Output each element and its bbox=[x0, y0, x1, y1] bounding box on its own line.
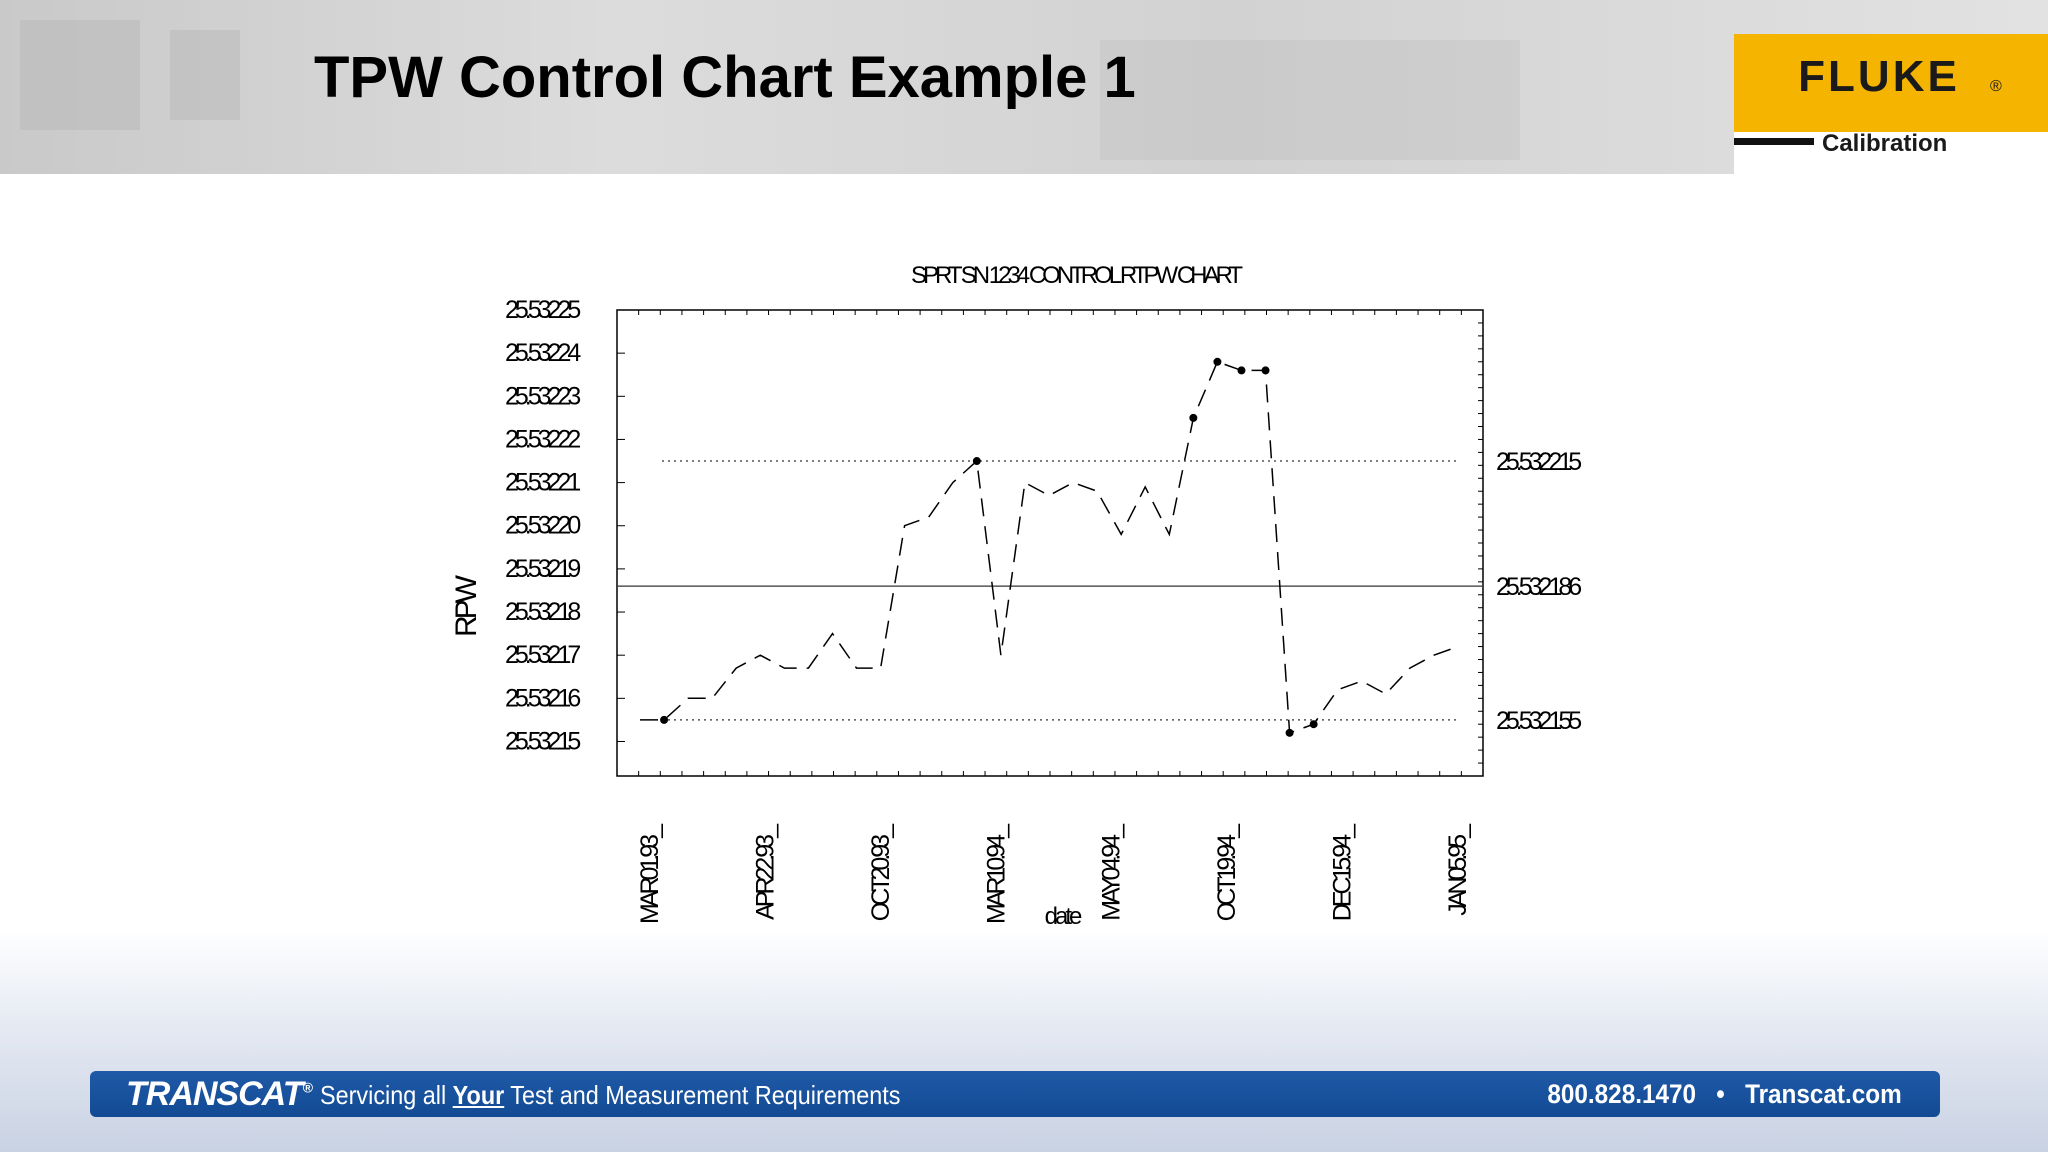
x-tick-label: JAN05.95_ bbox=[1444, 823, 1472, 916]
header-photo-equipment bbox=[20, 20, 140, 130]
footer-website: Transcat.com bbox=[1745, 1079, 1902, 1109]
lower-limit-label: 25.532155 bbox=[1496, 707, 1581, 735]
x-tick-label: DEC15.94_ bbox=[1329, 823, 1357, 921]
transcat-registered-mark: ® bbox=[302, 1079, 312, 1096]
slide-title: TPW Control Chart Example 1 bbox=[314, 45, 1136, 110]
flagged-data-point bbox=[1285, 728, 1294, 737]
x-tick-label: MAR01.93_ bbox=[636, 823, 664, 924]
tagline-end: Test and Measurement Requirements bbox=[504, 1080, 901, 1110]
chart-title: SPRT SN 1234 CONTROL RTPW CHART bbox=[911, 262, 1243, 289]
y-tick-label: 25.53215 bbox=[505, 727, 580, 755]
rtpw-series-line bbox=[640, 360, 1459, 734]
y-tick-label: 25.53225 bbox=[505, 296, 580, 324]
tagline-emphasis: Your bbox=[452, 1080, 505, 1110]
transcat-brand-text: TRANSCAT bbox=[126, 1075, 303, 1113]
y-tick-label: 25.53216 bbox=[505, 684, 580, 712]
flagged-data-point bbox=[1189, 413, 1198, 422]
center-line-label: 25.532186 bbox=[1496, 573, 1581, 601]
x-tick-label: MAR10.94_ bbox=[982, 823, 1010, 924]
y-tick-label: 25.53221 bbox=[505, 469, 580, 497]
y-tick-label: 25.53219 bbox=[505, 555, 580, 583]
flagged-data-point bbox=[1309, 720, 1318, 729]
flagged-data-point bbox=[1261, 366, 1270, 375]
logo-registered-mark: ® bbox=[1990, 78, 2002, 95]
x-tick-label: OCT20.93_ bbox=[867, 823, 895, 921]
x-tick-label: OCT19.94_ bbox=[1213, 823, 1241, 921]
footer-contact: 800.828.1470 • Transcat.com bbox=[1548, 1079, 1902, 1110]
footer-tagline: Servicing all Your Test and Measurement … bbox=[320, 1080, 901, 1111]
transcat-logo: TRANSCAT® bbox=[126, 1075, 313, 1114]
logo-yellow-block bbox=[1734, 34, 2048, 132]
slide-header: TPW Control Chart Example 1 FLUKE ® Cali… bbox=[0, 0, 2048, 174]
logo-bar bbox=[1734, 138, 1814, 145]
y-tick-label: 25.53218 bbox=[505, 598, 580, 626]
upper-limit-label: 25.532215 bbox=[1496, 448, 1581, 476]
x-tick-label: MAY04.94_ bbox=[1098, 823, 1126, 921]
flagged-data-point bbox=[1213, 357, 1222, 366]
y-tick-label: 25.53220 bbox=[505, 512, 580, 540]
flagged-data-point bbox=[1237, 366, 1246, 375]
header-photo-lab bbox=[1100, 40, 1520, 160]
footer-separator: • bbox=[1716, 1079, 1726, 1109]
y-tick-label: 25.53223 bbox=[505, 382, 580, 410]
footer-bar: TRANSCAT® Servicing all Your Test and Me… bbox=[90, 1071, 1940, 1117]
y-tick-label: 25.53224 bbox=[505, 339, 581, 367]
tagline-start: Servicing all bbox=[320, 1080, 453, 1110]
x-axis-label: date bbox=[1045, 903, 1082, 930]
y-tick-label: 25.53217 bbox=[505, 641, 580, 669]
footer-phone: 800.828.1470 bbox=[1547, 1079, 1697, 1109]
flagged-data-point bbox=[660, 715, 669, 724]
plot-frame bbox=[616, 309, 1484, 777]
x-tick-label: APR22.93_ bbox=[751, 823, 779, 920]
fluke-calibration-logo: FLUKE ® Calibration bbox=[1734, 34, 2048, 174]
flagged-data-point bbox=[972, 457, 981, 466]
y-axis-label: RPW bbox=[450, 574, 483, 637]
footer-wave-background bbox=[0, 930, 2048, 1152]
y-tick-label: 25.53222 bbox=[505, 425, 580, 453]
header-photo-rack bbox=[170, 30, 240, 120]
logo-sub-text: Calibration bbox=[1822, 130, 1948, 157]
logo-brand-text: FLUKE bbox=[1798, 52, 1960, 101]
